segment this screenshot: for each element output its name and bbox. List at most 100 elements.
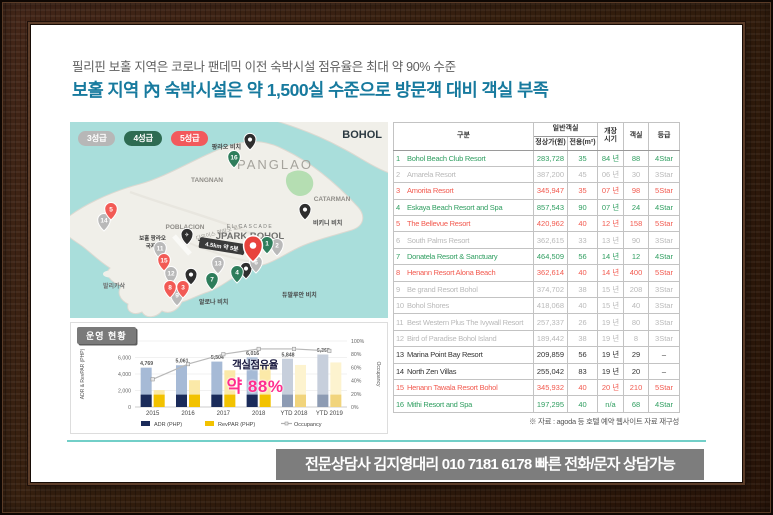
resort-pin-12: 12 [164, 266, 178, 285]
svg-text:14: 14 [100, 217, 108, 224]
resort-area: 56 [566, 346, 599, 364]
table-row: 13 Marina Point Bay Resort 209,859 56 19 … [393, 346, 681, 364]
resort-grade: 3Star [648, 231, 681, 249]
resort-grade: 4Star [648, 247, 681, 266]
resort-room-count: 210 [623, 378, 650, 397]
chart-panel: 02,0004,0006,0008,0000%20%40%60%80%100%A… [70, 322, 388, 434]
table-row: 9 Be grand Resort Bohol 374,702 38 15 년 2… [393, 280, 681, 299]
chart-title-tag: 운영 현황 [77, 327, 136, 344]
resort-area: 40 [566, 395, 599, 413]
resort-name: 10 Bohol Shores [393, 297, 534, 315]
resort-area: 45 [566, 165, 599, 184]
slide-page: 필리핀 보홀 지역은 코로나 팬데믹 이전 숙박시설 점유율은 최대 약 90%… [31, 25, 742, 482]
svg-text:8: 8 [168, 284, 172, 291]
resort-open-year: 07 년 [597, 182, 625, 200]
svg-text:6: 6 [254, 259, 258, 266]
resort-area: 38 [566, 280, 599, 299]
svg-text:16: 16 [230, 154, 238, 161]
resort-area: 83 [566, 362, 599, 380]
svg-text:3: 3 [181, 284, 185, 291]
resort-name: 6 South Palms Resort [393, 231, 534, 249]
svg-text:Occupancy: Occupancy [375, 361, 381, 387]
resort-name: 12 Bird of Paradise Bohol Island [393, 329, 534, 348]
resort-room-count: 24 [623, 198, 650, 217]
resort-name: 4 Eskaya Beach Resort and Spa [393, 198, 534, 217]
resort-price: 197,295 [533, 395, 568, 413]
col-header-open: 개장 시기 [597, 122, 625, 151]
table-row: 11 Best Western Plus The Ivywall Resort 2… [393, 313, 681, 331]
resort-price: 345,932 [533, 378, 568, 397]
resort-open-year: 12 년 [597, 215, 625, 233]
resort-open-year: 15 년 [597, 297, 625, 315]
slide-title: 보홀 지역 內 숙박시설은 약 1,500실 수준으로 방문객 대비 객실 부족 [72, 80, 549, 100]
svg-text:9: 9 [175, 292, 179, 299]
resort-area: 35 [566, 149, 599, 167]
map-place-label: PANGLAO [237, 157, 313, 172]
resort-open-year: 19 년 [597, 329, 625, 348]
resort-price: 374,702 [533, 280, 568, 299]
svg-text:ADR (PHP): ADR (PHP) [154, 422, 182, 428]
resort-price: 464,509 [533, 247, 568, 266]
landmark-pin: ✈ [180, 227, 194, 246]
resort-open-year: 19 년 [597, 313, 625, 331]
svg-text:11: 11 [157, 245, 164, 252]
svg-text:6,016: 6,016 [246, 351, 259, 357]
resort-area: 40 [566, 215, 599, 233]
resort-price: 345,947 [533, 182, 568, 200]
svg-text:2016: 2016 [181, 411, 195, 417]
region-label-bohol: BOHOL [342, 129, 382, 141]
svg-text:2,000: 2,000 [118, 389, 131, 395]
col-header-grade: 등급 [648, 122, 681, 151]
resort-open-year: n/a [597, 395, 625, 413]
svg-text:5,504: 5,504 [211, 355, 224, 361]
svg-text:1: 1 [265, 240, 269, 247]
resort-area: 33 [566, 231, 599, 249]
landmark-pin [298, 202, 312, 221]
resort-grade: 5Star [648, 264, 681, 282]
highlight-pin-jpark [242, 235, 264, 264]
table-row: 1 Bohol Beach Club Resort 283,728 35 84 년… [393, 149, 681, 167]
resort-open-year: 19 년 [597, 362, 625, 380]
map-place-label: TANGNAN [191, 177, 223, 184]
resort-grade: 5Star [648, 378, 681, 397]
resort-price: 255,042 [533, 362, 568, 380]
resort-name: 14 North Zen Villas [393, 362, 534, 380]
resort-open-year: 06 년 [597, 165, 625, 184]
svg-text:5,848: 5,848 [282, 352, 295, 358]
svg-text:13: 13 [214, 260, 222, 267]
resort-pin-14: 14 [97, 213, 111, 232]
bohol-map: PANGLAO TANGNAN CATARMAN POBLACION 발리카삭 팡라오 비… [70, 122, 388, 318]
svg-text:4: 4 [235, 269, 239, 276]
resort-pin-7: 7 [205, 272, 219, 291]
resort-pin-16: 16 [227, 150, 241, 169]
col-header-price: 정상가(원) [533, 135, 568, 151]
resort-pin-3: 3 [176, 280, 190, 299]
resort-room-count: 400 [623, 264, 650, 282]
map-place-label: 알로나 비치 [199, 298, 228, 306]
slide-subtitle: 필리핀 보홀 지역은 코로나 팬데믹 이전 숙박시설 점유율은 최대 약 90%… [72, 60, 456, 74]
resort-open-year: 20 년 [597, 378, 625, 397]
svg-text:5,061: 5,061 [176, 359, 189, 365]
svg-text:2015: 2015 [146, 411, 160, 417]
resort-room-count: 90 [623, 231, 650, 249]
resort-name: 16 Mithi Resort and Spa [393, 395, 534, 413]
resort-area: 40 [566, 264, 599, 282]
svg-text:✈: ✈ [185, 232, 190, 239]
resort-grade: 3Star [648, 297, 681, 315]
resort-open-year: 19 년 [597, 346, 625, 364]
col-header-rooms: 객실 [623, 122, 650, 151]
map-place-label: 팡라오 비치 [212, 143, 241, 151]
resort-room-count: 68 [623, 395, 650, 413]
table-row: 8 Henann Resort Alona Beach 362,614 40 14… [393, 264, 681, 282]
resort-pin-8: 8 [163, 280, 177, 299]
resort-grade: – [648, 346, 681, 364]
table-row: 6 South Palms Resort 362,615 33 13 년 90 3… [393, 231, 681, 249]
svg-text:2018: 2018 [252, 411, 266, 417]
resort-name: 2 Amarela Resort [393, 165, 534, 184]
resort-price: 283,728 [533, 149, 568, 167]
landmark-pin [243, 132, 257, 151]
resort-price: 257,337 [533, 313, 568, 331]
resort-price: 387,200 [533, 165, 568, 184]
resort-area: 38 [566, 329, 599, 348]
svg-text:60%: 60% [351, 365, 362, 371]
